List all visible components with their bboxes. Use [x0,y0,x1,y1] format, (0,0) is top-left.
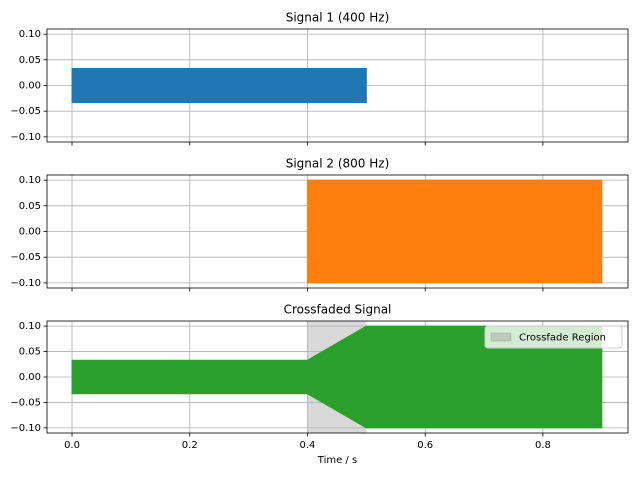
x-axis-label: Time / s [317,455,357,466]
legend-swatch [490,332,512,342]
y-tick-label: −0.05 [10,252,41,263]
y-tick-label: 0.10 [19,29,41,40]
axes-frame [46,174,629,289]
signal-envelope [71,68,367,103]
legend-box [484,325,623,349]
y-tick-label: 0.00 [19,372,41,383]
y-tick-label: 0.00 [19,227,41,238]
legend: Crossfade Region [484,325,623,349]
signal-envelope [71,325,603,429]
x-tick-label: 0.4 [300,440,316,451]
y-tick-label: −0.05 [10,106,41,117]
y-tick-label: 0.05 [19,347,41,358]
legend-label: Crossfade Region [519,333,606,344]
signal-envelope [306,179,603,284]
y-tick-label: 0.10 [19,175,41,186]
x-tick-label: 0.6 [417,440,433,451]
y-tick-label: −0.10 [10,278,41,289]
y-tick-label: 0.05 [19,201,41,212]
y-tick-label: 0.00 [19,81,41,92]
x-tick-label: 0.0 [64,440,80,451]
axes-frame [46,28,629,143]
chart-title: Signal 2 (800 Hz) [286,157,390,171]
x-tick-label: 0.2 [182,440,198,451]
y-tick-label: −0.05 [10,397,41,408]
chart-title: Crossfaded Signal [284,303,392,317]
chart-title: Signal 1 (400 Hz) [286,11,390,25]
y-tick-label: 0.10 [19,321,41,332]
y-tick-label: 0.05 [19,55,41,66]
y-tick-label: −0.10 [10,423,41,434]
x-tick-label: 0.8 [535,440,551,451]
y-tick-label: −0.10 [10,132,41,143]
axes-frame [46,320,629,434]
